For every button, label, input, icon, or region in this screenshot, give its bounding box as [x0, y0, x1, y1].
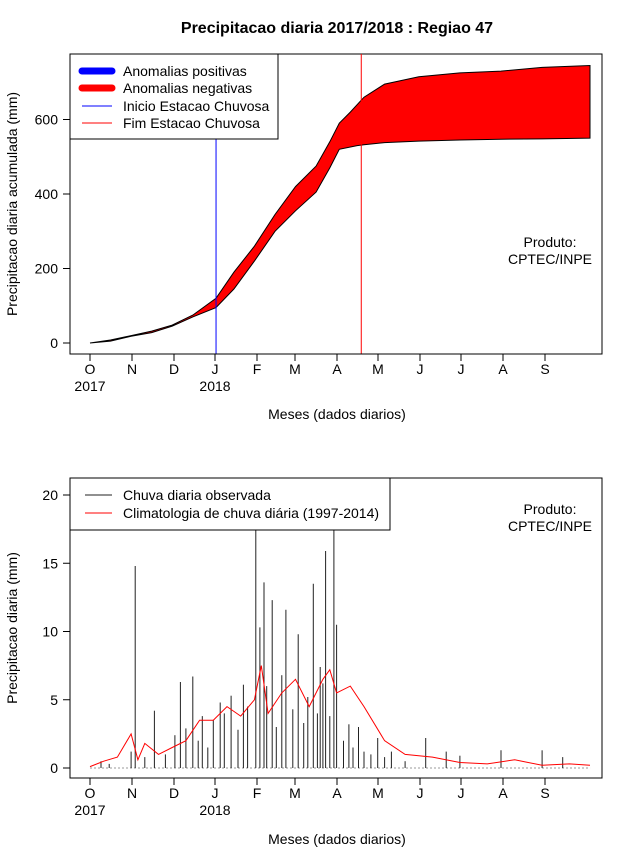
- bottom-month-label: J: [212, 785, 219, 801]
- top-month-label: F: [253, 361, 262, 377]
- top-x-label: Meses (dados diarios): [268, 406, 406, 422]
- legend-label-fim: Fim Estacao Chuvosa: [123, 115, 260, 131]
- top-year-label: 2017: [74, 378, 105, 394]
- bottom-year-label: 2017: [74, 802, 105, 818]
- bottom-month-label: S: [540, 785, 549, 801]
- bottom-legend-box: [69, 477, 391, 531]
- bottom-y-label: Precipitacao diaria (mm): [4, 552, 20, 704]
- top-month-label: D: [169, 361, 179, 377]
- top-year-label: 2018: [199, 378, 230, 394]
- bottom-month-label: M: [289, 785, 301, 801]
- bottom-legend: Chuva diaria observada Climatologia de c…: [69, 477, 391, 531]
- bottom-month-label: A: [332, 785, 342, 801]
- top-product-label-1: Produto:: [524, 234, 577, 250]
- top-month-label: J: [417, 361, 424, 377]
- legend-label-inicio: Inicio Estacao Chuvosa: [123, 98, 270, 114]
- top-month-label: A: [332, 361, 342, 377]
- top-month-label: S: [540, 361, 549, 377]
- top-y-tick-label: 200: [35, 261, 59, 277]
- bottom-y-axis: 0 5 10 15 20: [42, 487, 71, 776]
- top-product-label-2: CPTEC/INPE: [508, 251, 592, 267]
- top-y-label: Precipitacao diaria acumulada (mm): [4, 92, 20, 316]
- climatology-daily-line: [89, 665, 591, 768]
- bottom-product-label-2: CPTEC/INPE: [508, 518, 592, 534]
- bottom-product-label-1: Produto:: [524, 501, 577, 517]
- bottom-y-tick-label: 15: [42, 555, 58, 571]
- top-month-label: O: [85, 361, 96, 377]
- legend-label-climatology: Climatologia de chuva diária (1997-2014): [123, 505, 379, 521]
- bottom-month-label: J: [458, 785, 465, 801]
- observed-daily-bars: [100, 530, 564, 768]
- top-x-axis: O N D J F M A M J J A S 2017 2018: [74, 353, 550, 394]
- bottom-x-axis: O N D J F M A M J J A S 2017 2018: [74, 777, 550, 818]
- anomaly-negative-area: [89, 64, 591, 344]
- top-y-axis: 0 200 400 600: [35, 112, 71, 351]
- bottom-month-label: D: [169, 785, 179, 801]
- bottom-year-label: 2018: [199, 802, 230, 818]
- top-month-label: N: [127, 361, 137, 377]
- top-y-tick-label: 400: [35, 186, 59, 202]
- bottom-y-tick-label: 0: [50, 760, 58, 776]
- bottom-y-tick-label: 10: [42, 624, 58, 640]
- top-legend: Anomalias positivas Anomalias negativas …: [69, 53, 279, 140]
- top-month-label: J: [212, 361, 219, 377]
- legend-label-positive: Anomalias positivas: [123, 63, 247, 79]
- daily-panel: 0 5 10 15 20 O N D J F M A M J J A S 2017 2018 Precipitac…: [4, 477, 603, 847]
- bottom-month-label: O: [85, 785, 96, 801]
- bottom-month-label: J: [417, 785, 424, 801]
- top-month-label: J: [458, 361, 465, 377]
- bottom-x-label: Meses (dados diarios): [268, 831, 406, 847]
- top-y-tick-label: 0: [50, 335, 58, 351]
- bottom-y-tick-label: 5: [50, 692, 58, 708]
- bottom-month-label: F: [253, 785, 262, 801]
- top-month-label: M: [289, 361, 301, 377]
- bottom-month-label: N: [127, 785, 137, 801]
- cumulative-panel: 0 200 400 600 O N D J F M A M J J A S 2017 2018 Precipit…: [4, 53, 603, 422]
- top-y-tick-label: 600: [35, 112, 59, 128]
- bottom-month-label: M: [372, 785, 384, 801]
- legend-label-negative: Anomalias negativas: [123, 80, 252, 96]
- bottom-y-tick-label: 20: [42, 487, 58, 503]
- legend-label-observed: Chuva diaria observada: [123, 487, 271, 503]
- figure-title: Precipitacao diaria 2017/2018 : Regiao 4…: [181, 20, 493, 37]
- top-month-label: M: [372, 361, 384, 377]
- bottom-month-label: A: [498, 785, 508, 801]
- top-month-label: A: [498, 361, 508, 377]
